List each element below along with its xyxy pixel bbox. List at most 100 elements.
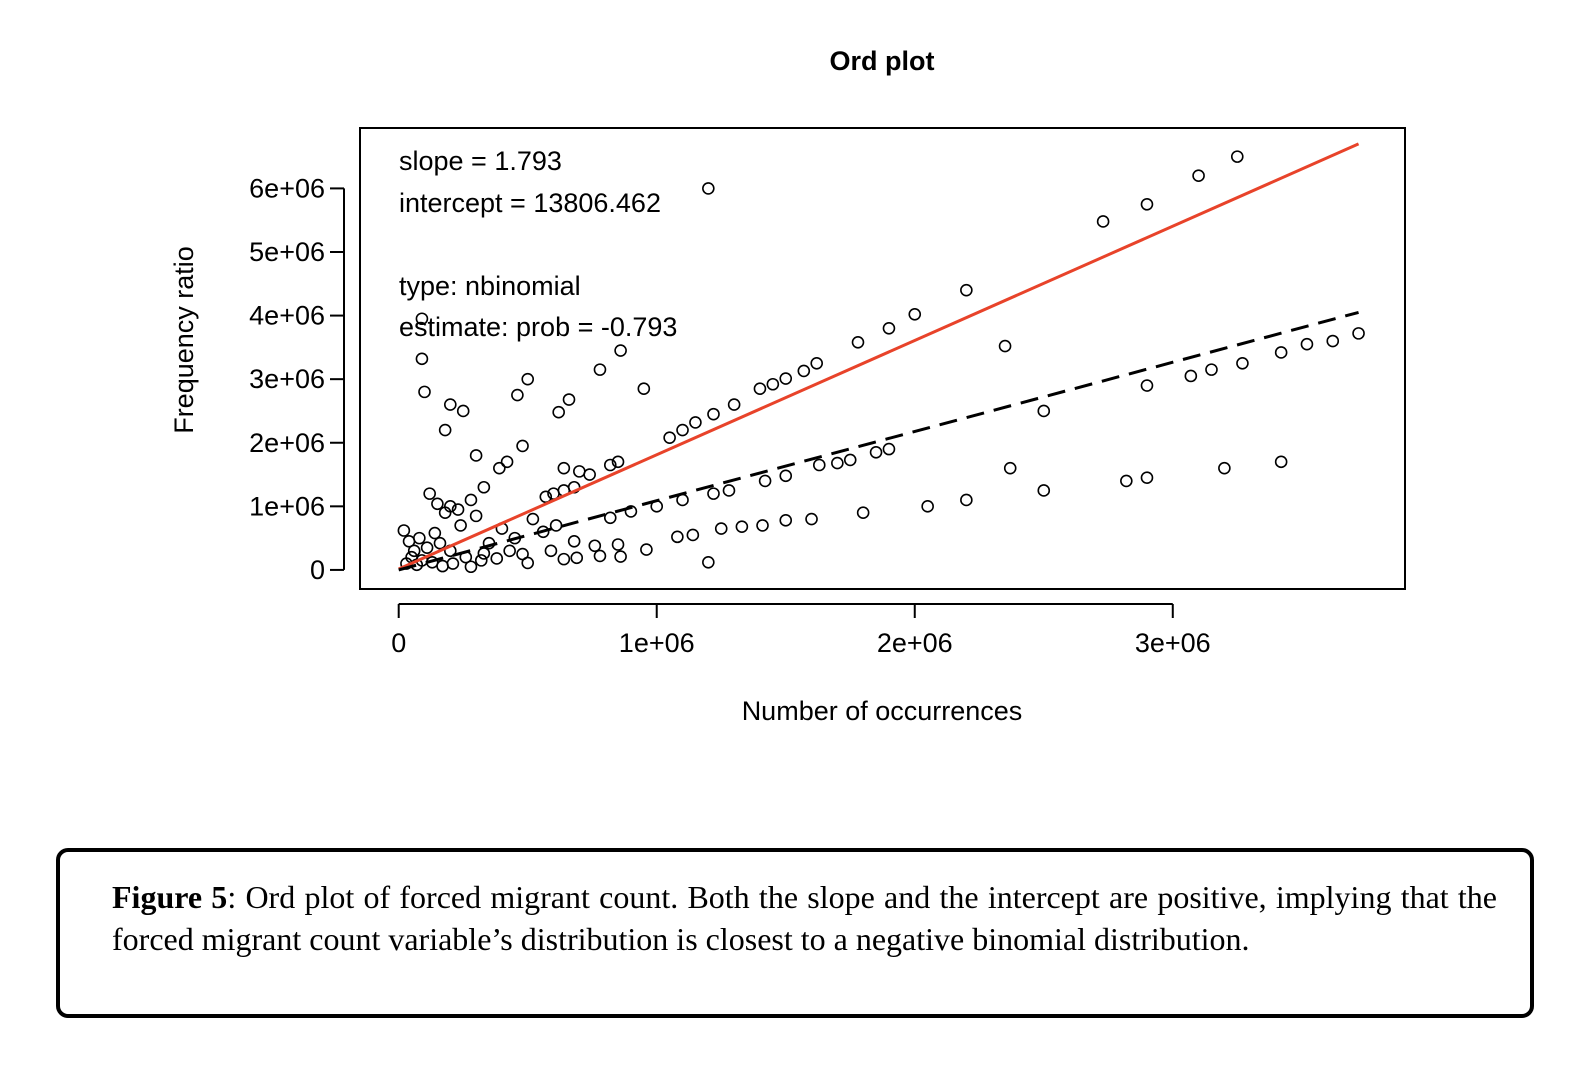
data-point — [702, 182, 715, 195]
data-point — [438, 506, 452, 519]
data-point — [464, 560, 478, 574]
data-point — [397, 524, 411, 537]
x-tick-label: 1e+06 — [619, 628, 695, 658]
data-point — [503, 544, 516, 558]
data-point — [1096, 215, 1110, 228]
data-point — [552, 405, 565, 419]
data-point — [456, 404, 470, 418]
dashed-fit-line — [398, 310, 1359, 572]
data-point — [1274, 346, 1288, 359]
data-point — [549, 519, 563, 532]
data-point — [671, 530, 684, 544]
data-point — [851, 335, 865, 349]
data-point — [908, 308, 922, 321]
data-point — [526, 512, 540, 526]
data-point — [812, 458, 826, 472]
data-point — [1205, 363, 1218, 376]
chart-title: Ord plot — [830, 46, 935, 76]
x-tick-label: 0 — [391, 628, 406, 658]
annotation-text: type: nbinomial — [399, 271, 581, 301]
data-point — [805, 512, 818, 526]
data-point — [831, 456, 844, 470]
data-point — [593, 363, 607, 376]
data-point — [469, 449, 483, 462]
data-point — [1140, 471, 1154, 485]
data-point — [779, 514, 793, 527]
y-tick-label: 2e+06 — [249, 428, 325, 458]
data-points — [397, 150, 1365, 574]
figure-caption: Figure 5: Ord plot of forced migrant cou… — [112, 876, 1497, 960]
data-point — [464, 493, 478, 507]
data-point — [1037, 484, 1051, 497]
data-point — [722, 484, 736, 497]
data-point — [998, 339, 1012, 353]
data-point — [1236, 356, 1249, 370]
data-point — [573, 465, 586, 478]
data-point — [423, 487, 436, 500]
data-point — [797, 364, 811, 378]
data-point — [1037, 404, 1051, 418]
data-point — [407, 544, 421, 558]
x-axis: 0 1e+06 2e+06 3e+06 — [391, 603, 1211, 658]
data-point — [474, 554, 488, 567]
data-point — [624, 505, 638, 518]
data-point — [431, 497, 444, 511]
data-point — [593, 549, 607, 563]
data-point — [707, 487, 720, 500]
data-point — [413, 531, 426, 545]
data-point — [856, 506, 870, 519]
data-point — [689, 416, 702, 429]
solid-fit-line — [398, 142, 1360, 571]
data-point — [753, 382, 767, 396]
data-point — [676, 423, 689, 437]
data-point — [444, 398, 457, 411]
data-point — [544, 544, 558, 558]
fitted-lines — [398, 142, 1360, 572]
annotation-text: intercept = 13806.462 — [399, 188, 661, 218]
y-tick-label: 1e+06 — [249, 491, 325, 521]
data-point — [882, 321, 896, 335]
y-axis: 0 1e+06 2e+06 3e+06 4e+06 5e+06 6e+06 — [249, 173, 345, 585]
data-point — [727, 398, 741, 411]
data-point — [766, 377, 780, 391]
data-point — [611, 455, 625, 469]
data-point — [1326, 334, 1340, 348]
data-point — [921, 500, 934, 513]
data-point — [500, 455, 514, 469]
y-tick-label: 0 — [310, 555, 325, 585]
data-point — [603, 511, 617, 525]
y-tick-label: 6e+06 — [249, 173, 325, 203]
data-point — [707, 407, 720, 421]
data-point — [477, 480, 491, 494]
data-point — [415, 352, 429, 366]
data-point — [433, 536, 447, 550]
data-point — [869, 445, 883, 459]
data-point — [415, 312, 429, 326]
data-point — [960, 493, 973, 507]
data-point — [1192, 169, 1205, 182]
data-point — [714, 522, 728, 535]
data-point — [1230, 150, 1244, 163]
data-point — [511, 388, 524, 402]
data-point — [428, 526, 442, 540]
data-point — [438, 423, 452, 437]
data-point — [960, 283, 973, 297]
data-point — [451, 503, 465, 516]
data-point — [493, 461, 506, 475]
data-point — [843, 453, 857, 467]
data-point — [562, 393, 576, 406]
data-point — [588, 539, 602, 553]
data-point — [882, 442, 896, 456]
data-point — [1140, 198, 1154, 211]
data-point — [521, 372, 535, 386]
data-point — [756, 519, 769, 532]
x-axis-label: Number of occurrences — [742, 696, 1023, 726]
data-point — [1218, 461, 1231, 475]
data-point — [702, 555, 715, 569]
ord-plot-chart: Ord plot 0 1e+06 2e+06 3e+06 0 1e+06 2e+06 3e+… — [169, 46, 1406, 726]
data-point — [1120, 474, 1133, 488]
data-point — [490, 552, 504, 565]
data-point — [1300, 337, 1314, 351]
data-point — [810, 356, 824, 370]
data-point — [516, 547, 529, 561]
